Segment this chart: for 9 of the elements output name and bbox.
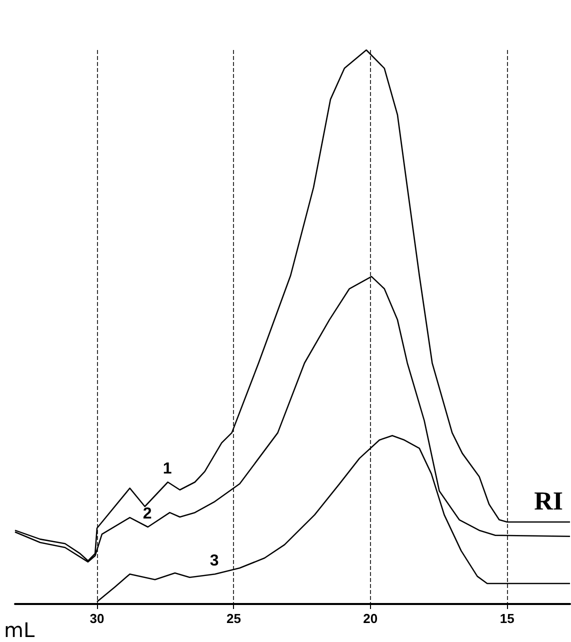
x-tick-label: 30	[90, 611, 104, 626]
x-tick-label: 20	[363, 611, 378, 626]
x-tick-label: 25	[226, 611, 241, 626]
x-tick-label: 15	[500, 611, 514, 626]
annotation: RI	[534, 486, 564, 516]
x-axis-title: mL	[4, 618, 36, 642]
series-label: 3	[210, 552, 219, 570]
series-label: 1	[162, 460, 172, 478]
series-label: 2	[142, 505, 152, 522]
